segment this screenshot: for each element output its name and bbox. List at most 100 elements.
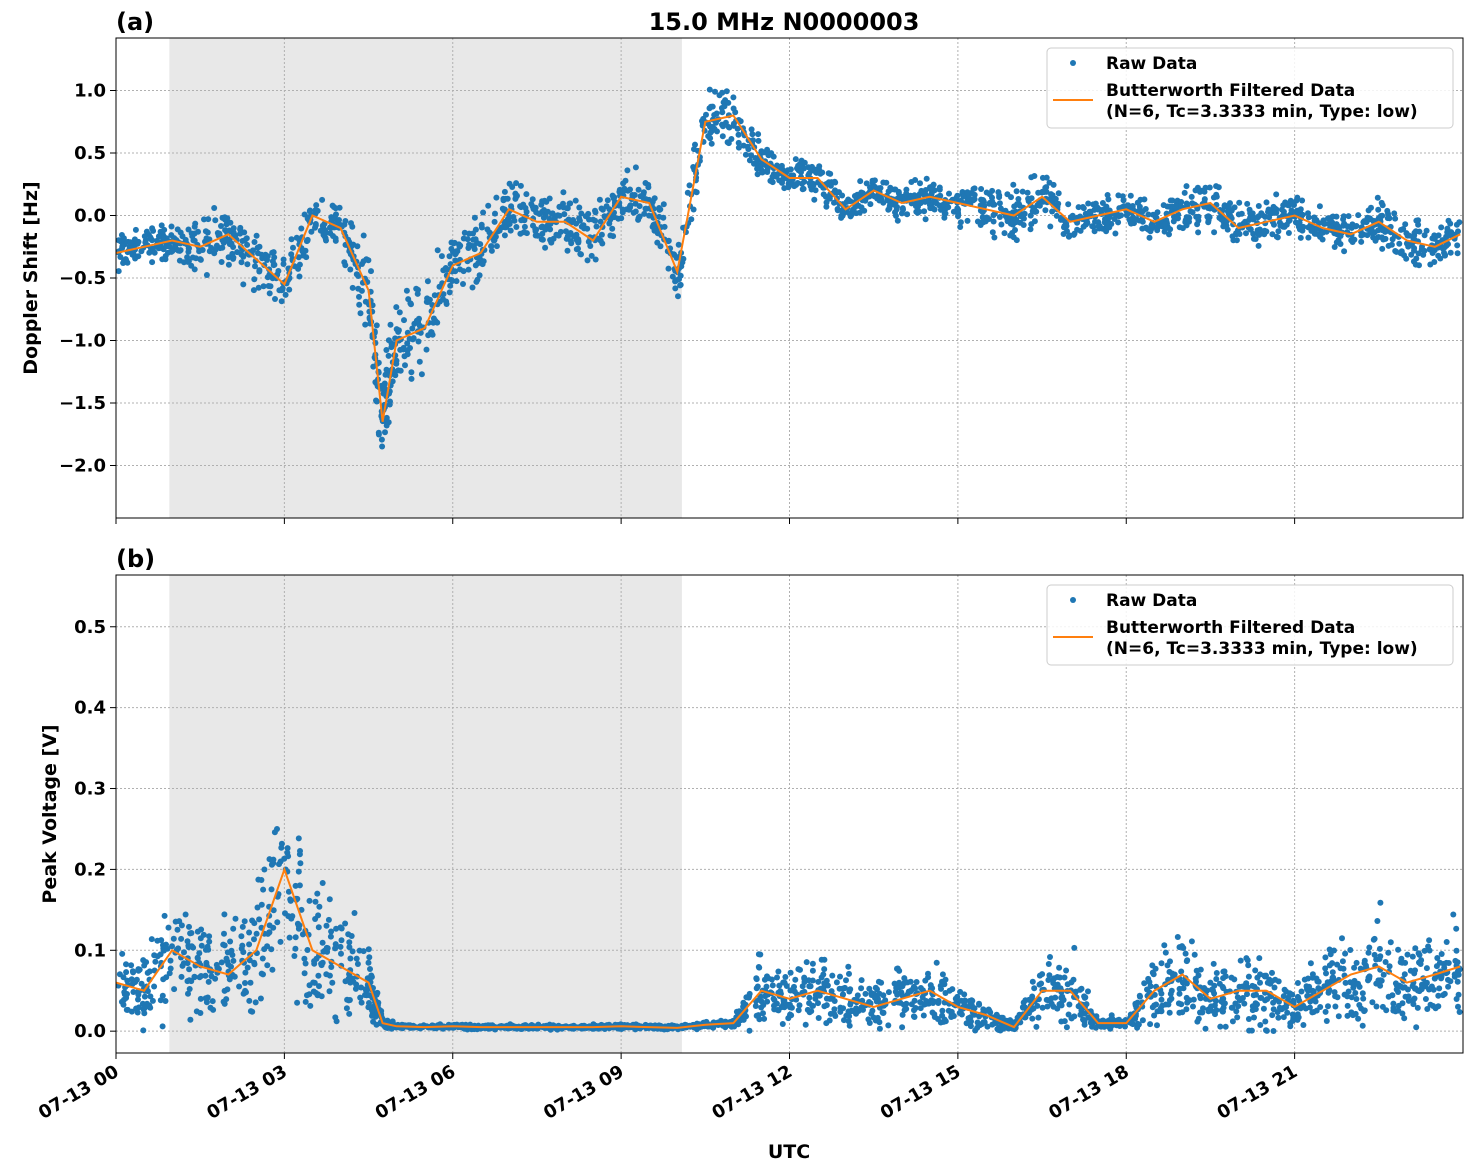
raw-point (1393, 248, 1400, 255)
raw-point (595, 235, 602, 242)
raw-point (637, 193, 644, 200)
raw-point (566, 200, 573, 207)
raw-point (1045, 961, 1052, 967)
raw-point (1195, 213, 1202, 220)
raw-point (307, 1002, 314, 1009)
raw-point (1322, 965, 1329, 972)
raw-point (1455, 1003, 1461, 1010)
raw-point (1405, 993, 1412, 1000)
raw-point (319, 222, 326, 229)
raw-point (1306, 983, 1313, 990)
raw-point (1011, 203, 1018, 210)
raw-point (809, 967, 816, 974)
raw-point (1056, 964, 1063, 971)
raw-point (743, 1013, 749, 1020)
raw-point (447, 282, 454, 289)
raw-point (471, 246, 478, 253)
y-tick-label: 0.0 (74, 1021, 106, 1042)
raw-point (135, 996, 141, 1003)
raw-point (836, 189, 842, 196)
raw-point (119, 243, 126, 250)
raw-point (456, 243, 463, 250)
raw-point (883, 179, 890, 186)
subplot-a: −2.0 −1.5 −1.0 −0.5 0.0 0.5 1.0 Doppler Shift [… (20, 8, 1464, 524)
raw-point (1070, 976, 1077, 983)
raw-point (1189, 209, 1196, 216)
raw-point (1144, 986, 1150, 993)
raw-point (1260, 1005, 1267, 1012)
raw-point (353, 981, 360, 988)
raw-point (1452, 957, 1459, 964)
raw-point (1074, 226, 1081, 233)
raw-point (645, 184, 652, 191)
raw-point (415, 338, 422, 345)
raw-point (946, 190, 952, 197)
raw-point (1064, 228, 1070, 235)
raw-point (875, 978, 882, 985)
raw-point (1178, 968, 1185, 975)
raw-point (1191, 951, 1198, 958)
raw-point (1348, 224, 1355, 231)
raw-point (1397, 959, 1404, 966)
raw-point (642, 196, 649, 203)
raw-point (370, 1018, 377, 1025)
raw-point (735, 139, 742, 146)
raw-point (1271, 984, 1278, 991)
raw-point (402, 362, 408, 369)
raw-point (748, 126, 755, 133)
raw-point (860, 1006, 866, 1013)
raw-point (547, 226, 554, 233)
raw-point (1159, 1002, 1166, 1009)
raw-point (1183, 958, 1190, 965)
raw-point (209, 998, 216, 1005)
raw-point (312, 989, 319, 996)
raw-point (1015, 196, 1022, 202)
raw-point (808, 1008, 815, 1015)
raw-point (332, 235, 339, 242)
raw-point (1257, 1022, 1264, 1028)
raw-point (598, 205, 605, 212)
raw-point (1050, 181, 1057, 188)
raw-point (620, 188, 627, 195)
raw-point (157, 997, 164, 1004)
raw-point (923, 998, 930, 1004)
raw-point (446, 289, 453, 296)
raw-point (1115, 219, 1122, 226)
raw-point (797, 160, 803, 167)
raw-point (762, 993, 769, 1000)
raw-point (266, 922, 273, 929)
raw-point (1413, 255, 1420, 262)
raw-point (957, 988, 964, 995)
raw-point (401, 317, 407, 324)
raw-point (1055, 190, 1062, 197)
raw-point (722, 119, 729, 126)
raw-point (1312, 998, 1319, 1005)
raw-point (297, 860, 304, 867)
raw-point (149, 259, 156, 266)
raw-point (913, 202, 920, 209)
raw-point (438, 253, 445, 260)
raw-point (1402, 221, 1409, 228)
raw-point (304, 947, 311, 953)
raw-point (723, 88, 730, 95)
legend-filtered-label: Butterworth Filtered Data (1106, 81, 1355, 101)
raw-point (116, 971, 123, 978)
raw-point (316, 903, 323, 910)
raw-point (1453, 925, 1460, 932)
raw-point (843, 977, 849, 984)
raw-point (1310, 988, 1317, 995)
raw-point (1324, 979, 1331, 986)
raw-point (416, 358, 423, 365)
raw-point (453, 278, 460, 285)
raw-point (225, 261, 232, 268)
raw-point (207, 1004, 214, 1011)
raw-point (582, 213, 589, 220)
raw-point (802, 1021, 809, 1028)
raw-point (342, 262, 349, 269)
raw-point (252, 999, 259, 1006)
raw-point (116, 237, 122, 244)
raw-point (251, 276, 258, 283)
raw-point (1132, 1002, 1139, 1009)
raw-point (1253, 991, 1259, 998)
raw-point (1423, 227, 1430, 234)
